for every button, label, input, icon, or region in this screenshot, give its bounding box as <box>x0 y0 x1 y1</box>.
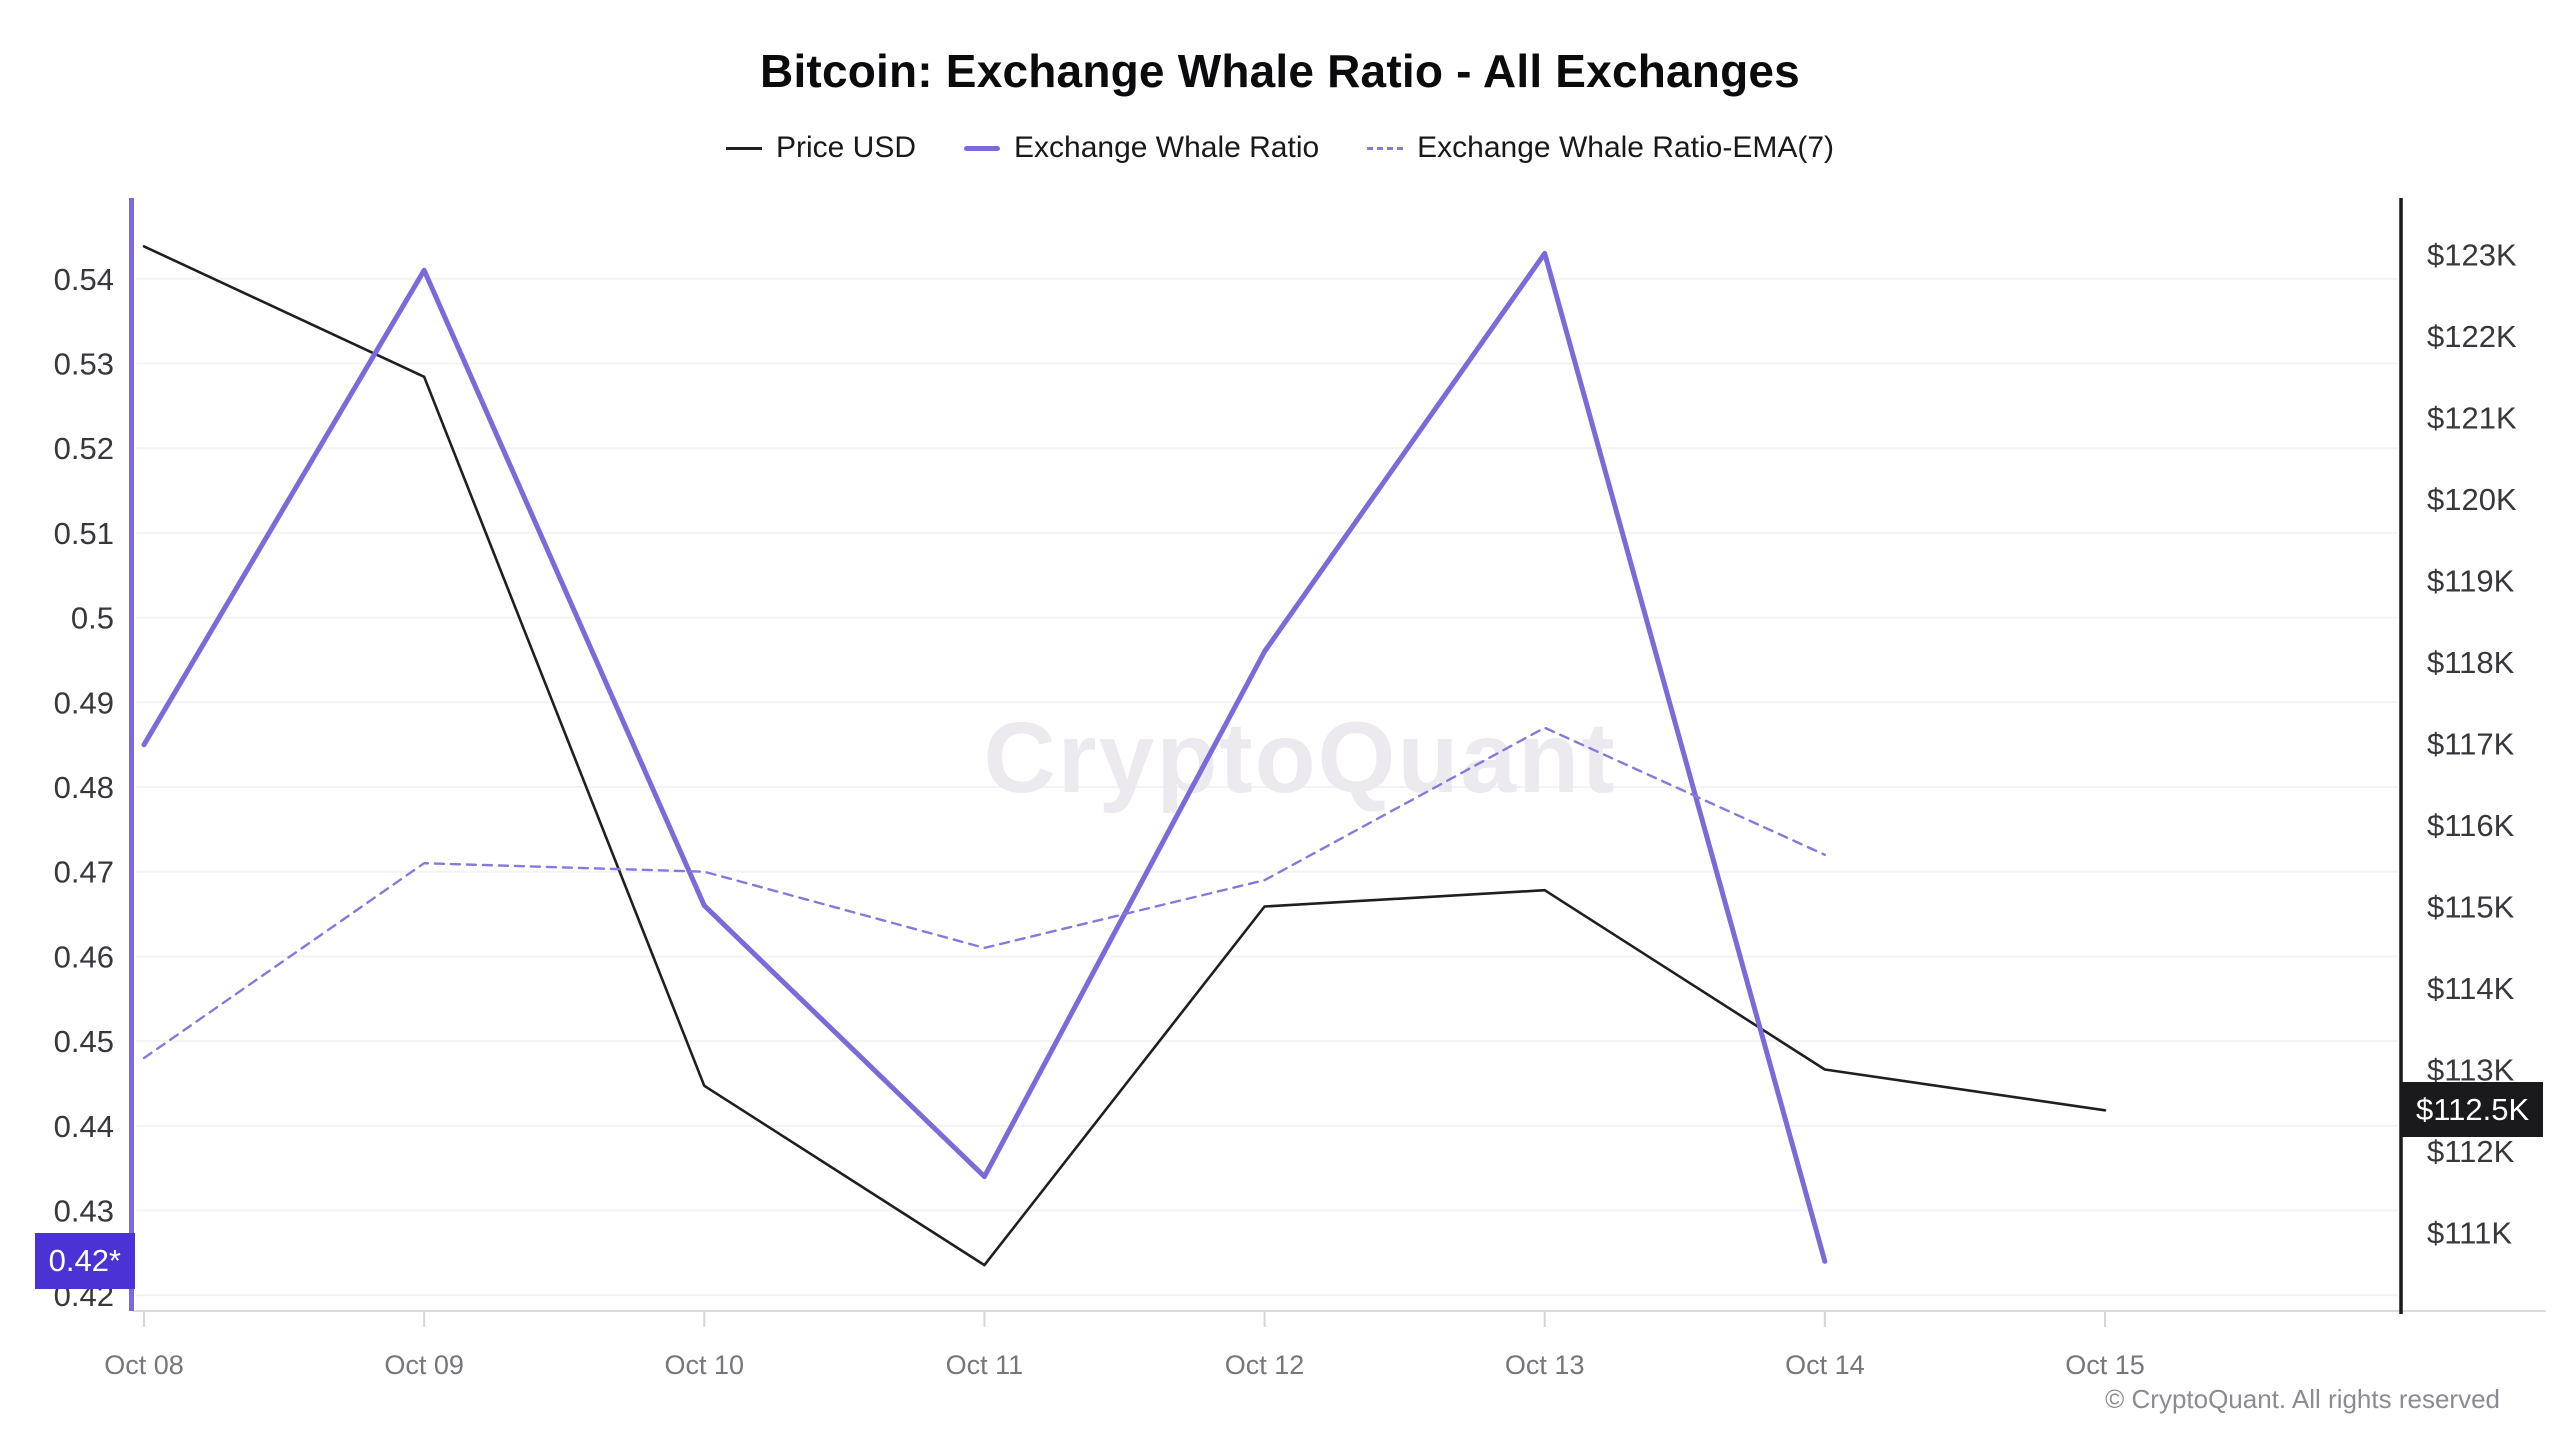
right-axis-label: $113K <box>2427 1053 2515 1088</box>
x-axis-label: Oct 08 <box>104 1350 184 1380</box>
legend-item-exchange-whale-ratio-ema7[interactable]: Exchange Whale Ratio-EMA(7) <box>1367 131 1834 165</box>
legend: Price USD Exchange Whale Ratio Exchange … <box>0 122 2560 174</box>
page-title: Bitcoin: Exchange Whale Ratio - All Exch… <box>760 45 1800 97</box>
right-axis-label: $119K <box>2427 564 2515 599</box>
series-line-exchange-whale-ratio[interactable] <box>141 250 1828 1264</box>
right-axis-label: $116K <box>2427 808 2515 843</box>
right-axis-label: $121K <box>2427 401 2517 436</box>
left-axis-label: 0.5 <box>71 601 114 636</box>
left-axis-label: 0.53 <box>54 347 114 382</box>
right-axis-label: $117K <box>2427 727 2515 762</box>
left-axis-label: 0.52 <box>54 431 114 466</box>
right-axis-label: $111K <box>2427 1216 2512 1251</box>
x-axis-label: Oct 09 <box>384 1350 464 1380</box>
whale-ratio-line-swatch-icon <box>964 145 1000 151</box>
x-axis-label: Oct 15 <box>2065 1350 2145 1380</box>
left-axis-label: 0.51 <box>54 516 114 551</box>
ratio-latest-badge: 0.42* <box>34 1233 135 1289</box>
legend-item-label: Exchange Whale Ratio <box>1014 131 1320 164</box>
x-axis-label: Oct 11 <box>946 1350 1024 1380</box>
series-line-price-usd[interactable] <box>142 245 2107 1267</box>
right-axis-label: $112K <box>2427 1134 2515 1169</box>
price-line-swatch-icon <box>725 146 762 150</box>
left-axis-label: 0.46 <box>54 939 114 974</box>
right-axis-label: $120K <box>2427 482 2517 517</box>
legend-item-label: Exchange Whale Ratio-EMA(7) <box>1417 131 1835 164</box>
left-axis-label: 0.44 <box>54 1109 114 1144</box>
watermark: CryptoQuant <box>983 702 1616 814</box>
right-axis-label: $115K <box>2427 890 2515 925</box>
x-axis-label: Oct 13 <box>1505 1350 1585 1380</box>
legend-item-label: Price USD <box>775 131 916 164</box>
legend-item-price-usd[interactable]: Price USD <box>725 131 916 165</box>
left-axis-label: 0.45 <box>54 1024 114 1059</box>
price-latest-badge: $112.5K <box>2402 1082 2544 1138</box>
series-line-exchange-whale-ratio-ema-7-[interactable] <box>142 726 1827 1060</box>
x-axis-label: Oct 14 <box>1785 1350 1865 1380</box>
x-axis-label: Oct 10 <box>665 1350 745 1380</box>
left-axis-label: 0.43 <box>54 1194 114 1229</box>
ema-dashed-line-swatch-icon <box>1367 146 1404 150</box>
left-axis-label: 0.49 <box>54 685 114 720</box>
x-axis-label: Oct 12 <box>1225 1350 1305 1380</box>
left-axis-label: 0.54 <box>54 262 114 297</box>
legend-item-exchange-whale-ratio[interactable]: Exchange Whale Ratio <box>964 131 1319 165</box>
copyright: © CryptoQuant. All rights reserved <box>2105 1384 2500 1414</box>
right-axis-label: $114K <box>2427 971 2515 1006</box>
left-axis-label: 0.47 <box>54 855 114 890</box>
right-axis-label: $123K <box>2427 238 2517 273</box>
right-axis-label: $118K <box>2427 645 2515 680</box>
right-axis-label: $122K <box>2427 319 2517 354</box>
left-axis-label: 0.48 <box>54 770 114 805</box>
